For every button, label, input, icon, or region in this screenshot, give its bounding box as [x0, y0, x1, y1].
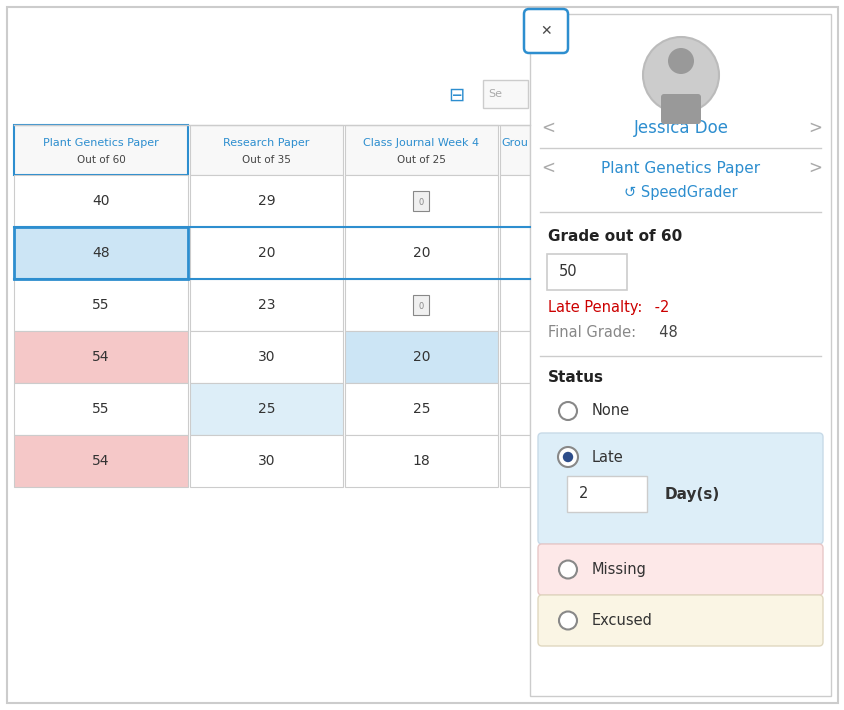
Bar — [190, 279, 343, 331]
Bar — [190, 175, 343, 227]
Text: Grou: Grou — [501, 138, 528, 148]
Text: Out of 60: Out of 60 — [77, 155, 125, 165]
Bar — [14, 279, 187, 331]
Text: Late Penalty:: Late Penalty: — [548, 300, 641, 315]
Text: 25: 25 — [412, 402, 430, 416]
Bar — [500, 435, 529, 487]
Text: 20: 20 — [257, 246, 275, 260]
Circle shape — [642, 37, 718, 113]
Bar — [14, 331, 187, 383]
Bar — [14, 175, 187, 227]
Bar — [344, 175, 497, 227]
Text: 40: 40 — [92, 194, 110, 208]
Bar — [546, 254, 626, 290]
Bar — [483, 80, 528, 108]
Bar — [14, 227, 187, 279]
Text: 48: 48 — [649, 325, 677, 341]
Text: 20: 20 — [412, 246, 430, 260]
Bar — [344, 435, 497, 487]
Text: >: > — [807, 119, 821, 137]
Bar — [190, 435, 343, 487]
Text: <: < — [540, 119, 555, 137]
Bar — [529, 14, 830, 696]
FancyBboxPatch shape — [538, 595, 822, 646]
Text: 30: 30 — [257, 350, 275, 364]
Text: 2: 2 — [578, 486, 587, 501]
Text: 30: 30 — [257, 454, 275, 468]
Bar — [344, 279, 497, 331]
Bar — [14, 227, 187, 279]
Text: Status: Status — [548, 371, 603, 386]
Text: ⊟: ⊟ — [447, 85, 463, 104]
Bar — [344, 331, 497, 383]
Bar — [344, 227, 497, 279]
Text: Grade out of 60: Grade out of 60 — [548, 229, 681, 244]
Bar — [344, 383, 497, 435]
Bar — [190, 227, 343, 279]
Text: Class Journal Week 4: Class Journal Week 4 — [363, 138, 479, 148]
Text: Plant Genetics Paper: Plant Genetics Paper — [601, 160, 760, 175]
Text: -2: -2 — [649, 300, 668, 315]
Bar — [14, 125, 187, 175]
FancyBboxPatch shape — [538, 544, 822, 595]
Bar — [14, 14, 529, 125]
Text: 54: 54 — [92, 350, 110, 364]
Text: ✕: ✕ — [539, 24, 551, 38]
Bar — [413, 295, 429, 315]
Bar — [413, 191, 429, 211]
FancyBboxPatch shape — [660, 94, 701, 124]
Text: 54: 54 — [92, 454, 110, 468]
Text: 48: 48 — [92, 246, 110, 260]
Text: Research Paper: Research Paper — [223, 138, 309, 148]
Text: >: > — [807, 159, 821, 177]
Bar — [500, 279, 529, 331]
Bar — [500, 175, 529, 227]
Text: Se: Se — [488, 89, 501, 99]
Text: 55: 55 — [92, 402, 110, 416]
Bar — [344, 125, 497, 175]
Text: <: < — [540, 159, 555, 177]
FancyBboxPatch shape — [538, 433, 822, 544]
Bar — [14, 435, 187, 487]
Text: Late: Late — [592, 449, 623, 464]
Text: ↺ SpeedGrader: ↺ SpeedGrader — [624, 185, 737, 200]
Text: None: None — [592, 403, 630, 418]
Text: Plant Genetics Paper: Plant Genetics Paper — [43, 138, 159, 148]
Circle shape — [559, 611, 576, 630]
Text: Day(s): Day(s) — [664, 486, 719, 501]
Circle shape — [559, 560, 576, 579]
Bar — [566, 476, 647, 512]
Text: 23: 23 — [257, 298, 275, 312]
Bar — [190, 125, 343, 175]
Text: Final Grade:: Final Grade: — [548, 325, 636, 341]
Bar — [500, 383, 529, 435]
Text: 29: 29 — [257, 194, 275, 208]
Bar — [190, 383, 343, 435]
Circle shape — [668, 48, 693, 74]
Bar — [190, 331, 343, 383]
Text: 18: 18 — [412, 454, 430, 468]
Text: 20: 20 — [412, 350, 430, 364]
Text: 25: 25 — [257, 402, 275, 416]
Text: Out of 25: Out of 25 — [397, 155, 446, 165]
Text: 50: 50 — [559, 265, 577, 280]
Bar — [500, 125, 529, 175]
Text: Out of 35: Out of 35 — [241, 155, 290, 165]
Bar — [14, 14, 529, 696]
Circle shape — [562, 452, 572, 462]
Text: 0: 0 — [419, 302, 424, 312]
Bar — [500, 331, 529, 383]
Bar — [500, 227, 529, 279]
Text: 0: 0 — [419, 199, 424, 207]
Text: Excused: Excused — [592, 613, 652, 628]
Text: Missing: Missing — [592, 562, 647, 577]
Text: 55: 55 — [92, 298, 110, 312]
Text: Jessica Doe: Jessica Doe — [633, 119, 728, 137]
FancyBboxPatch shape — [523, 9, 567, 53]
Circle shape — [559, 402, 576, 420]
Bar — [14, 383, 187, 435]
Circle shape — [557, 447, 577, 467]
